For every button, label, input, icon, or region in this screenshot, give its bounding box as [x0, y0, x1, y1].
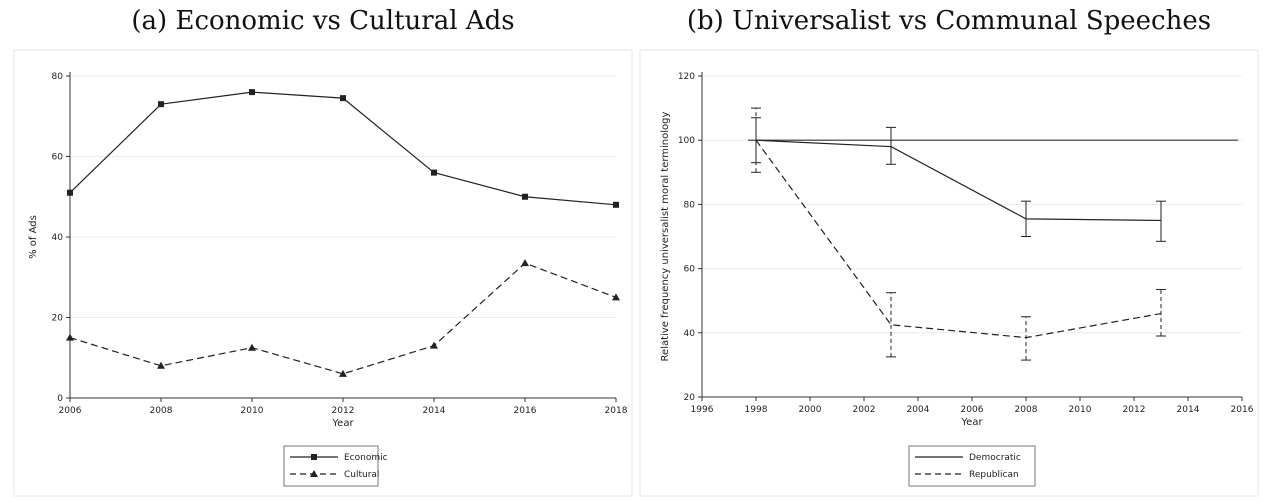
panel-a-point-economic: [158, 101, 164, 108]
panel-b-series-line-republican: [755, 139, 1162, 339]
panel-a-point-cultural: [521, 259, 529, 267]
panel-b-legend-label-republican: Republican: [969, 470, 1019, 480]
panel-b-title: (b) Universalist vs Communal Speeches: [686, 6, 1212, 36]
panel-b-y-tick-label: 100: [678, 136, 695, 146]
panel-b-x-axis-label: Year: [960, 417, 983, 428]
panel-a-x-tick-label: 2016: [514, 406, 537, 416]
panel-a-x-axis-label: Year: [331, 418, 354, 429]
panel-a-point-economic: [340, 95, 346, 102]
panel-b-x-tick-label: 2006: [961, 405, 984, 415]
panel-a-x-tick-label: 2014: [423, 406, 446, 416]
panel-a-y-tick-label: 0: [57, 394, 63, 404]
panel-a-title: (a) Economic vs Cultural Ads: [131, 6, 515, 36]
panel-a-point-economic: [613, 201, 619, 208]
panel-a-y-axis-label: % of Ads: [28, 215, 39, 259]
panel-a-point-economic: [249, 89, 255, 96]
panel-b-x-tick-label: 2008: [1015, 405, 1038, 415]
panel-a-x-tick-label: 2018: [605, 406, 628, 416]
panel-b-series-line-democratic: [755, 139, 1162, 222]
panel-b-y-tick-label: 20: [684, 393, 696, 403]
panel-b-frame: [639, 49, 1259, 497]
panel-b-x-tick-label: 2012: [1123, 405, 1146, 415]
panel-a-point-cultural: [66, 333, 74, 341]
panel-a-point-cultural: [339, 369, 347, 377]
panel-b-x-tick-label: 1996: [691, 405, 714, 415]
panel-a-frame: [13, 49, 633, 497]
panel-b-x-tick-label: 2010: [1069, 405, 1092, 415]
panel-b-legend-box: [908, 445, 1036, 487]
panel-a-legend-box: [283, 445, 379, 487]
panel-b-y-tick-label: 40: [684, 329, 696, 339]
panel-b-x-tick-label: 2014: [1177, 405, 1200, 415]
panel-a-y-tick-label: 60: [52, 153, 64, 163]
panel-a-legend-label-economic: Economic: [344, 453, 388, 463]
panel-a-point-cultural: [612, 293, 620, 301]
panel-a-point-economic: [522, 193, 528, 200]
panel-a-point-cultural: [248, 343, 256, 351]
panel-a-x-tick-label: 2012: [332, 406, 355, 416]
panel-a-x-tick-label: 2006: [59, 406, 82, 416]
panel-a-y-tick-label: 80: [52, 72, 64, 82]
panel-b-legend-label-democratic: Democratic: [969, 453, 1021, 463]
panel-a-point-cultural: [157, 361, 165, 369]
panel-b-x-tick-label: 2016: [1231, 405, 1254, 415]
panel-b-y-tick-label: 120: [678, 72, 695, 82]
panel-b-x-tick-label: 2000: [799, 405, 822, 415]
panel-a-legend-marker-cultural: [310, 470, 318, 477]
panel-a-y-tick-label: 20: [52, 314, 64, 324]
panel-b-x-tick-label: 2002: [853, 405, 876, 415]
panel-a-x-tick-label: 2008: [150, 406, 173, 416]
panel-a-legend-label-cultural: Cultural: [344, 470, 379, 480]
panel-a-x-tick-label: 2010: [241, 406, 264, 416]
panel-a-point-economic: [67, 189, 73, 196]
panel-a-point-economic: [431, 169, 437, 176]
panel-a-point-cultural: [430, 341, 438, 349]
panel-b-x-tick-label: 1998: [745, 405, 768, 415]
panel-b-y-tick-label: 80: [684, 200, 696, 210]
panel-a-plot: 0 20 40 60 80 2006 2008 2010 2012 2014 2016 2018 Yea…: [28, 72, 628, 487]
panel-b-y-axis-label: Relative frequency universalist moral te…: [660, 111, 671, 361]
panel-a-legend-marker-economic: [311, 454, 317, 460]
panel-b-y-tick-label: 60: [684, 265, 696, 275]
panel-b-x-tick-label: 2004: [907, 405, 930, 415]
panel-a-y-tick-label: 40: [52, 233, 64, 243]
panel-b-plot: 20 40 60 80 100 120 1996 1998 2000 2002 2004 2006 20…: [660, 72, 1254, 487]
